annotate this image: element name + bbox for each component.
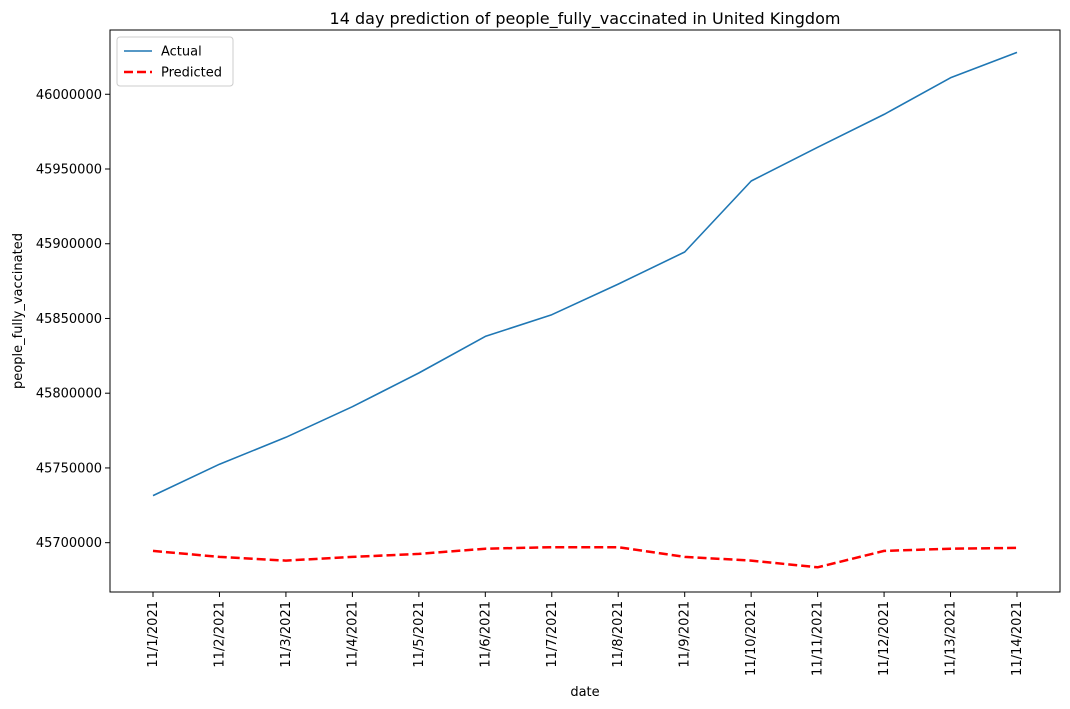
x-axis: 11/1/2021 11/2/2021 11/3/2021 11/4/2021 11/5… bbox=[146, 592, 1025, 676]
legend-label-actual: Actual bbox=[161, 45, 202, 60]
y-tick-label: 45900000 bbox=[36, 237, 102, 252]
x-tick-label: 11/14/2021 bbox=[1010, 601, 1025, 676]
plot-area bbox=[110, 30, 1060, 592]
x-tick-label: 11/4/2021 bbox=[345, 601, 360, 668]
x-tick-label: 11/3/2021 bbox=[279, 601, 294, 668]
x-tick-label: 11/2/2021 bbox=[212, 601, 227, 668]
x-axis-label: date bbox=[570, 685, 599, 700]
x-tick-label: 11/13/2021 bbox=[944, 601, 959, 676]
legend: Actual Predicted bbox=[116, 36, 234, 87]
y-tick-label: 45850000 bbox=[36, 312, 102, 327]
x-tick-label: 11/11/2021 bbox=[811, 601, 826, 676]
chart-title: 14 day prediction of people_fully_vaccin… bbox=[330, 9, 841, 29]
y-axis-label: people_fully_vaccinated bbox=[11, 233, 26, 389]
x-tick-label: 11/9/2021 bbox=[678, 601, 693, 668]
series-layer bbox=[152, 51, 1018, 569]
x-tick-label: 11/12/2021 bbox=[877, 601, 892, 676]
y-axis: 45700000 45750000 45800000 45850000 45900000… bbox=[36, 88, 110, 551]
x-tick-label: 11/6/2021 bbox=[478, 601, 493, 668]
series-line-actual bbox=[152, 51, 1018, 497]
y-tick-label: 45700000 bbox=[36, 536, 102, 551]
x-tick-label: 11/8/2021 bbox=[611, 601, 626, 668]
y-tick-label: 45950000 bbox=[36, 163, 102, 178]
plot-frame bbox=[109, 29, 1061, 593]
legend-box bbox=[116, 36, 234, 87]
x-tick-label: 11/5/2021 bbox=[412, 601, 427, 668]
x-tick-label: 11/10/2021 bbox=[744, 601, 759, 676]
y-tick-label: 45750000 bbox=[36, 461, 102, 476]
y-tick-label: 46000000 bbox=[36, 88, 102, 103]
legend-label-predicted: Predicted bbox=[161, 66, 222, 81]
series-line-predicted bbox=[152, 545, 1018, 569]
x-tick-label: 11/1/2021 bbox=[146, 601, 161, 668]
x-tick-label: 11/7/2021 bbox=[545, 601, 560, 668]
y-tick-label: 45800000 bbox=[36, 387, 102, 402]
